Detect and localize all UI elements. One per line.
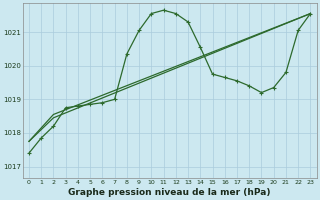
X-axis label: Graphe pression niveau de la mer (hPa): Graphe pression niveau de la mer (hPa) <box>68 188 271 197</box>
